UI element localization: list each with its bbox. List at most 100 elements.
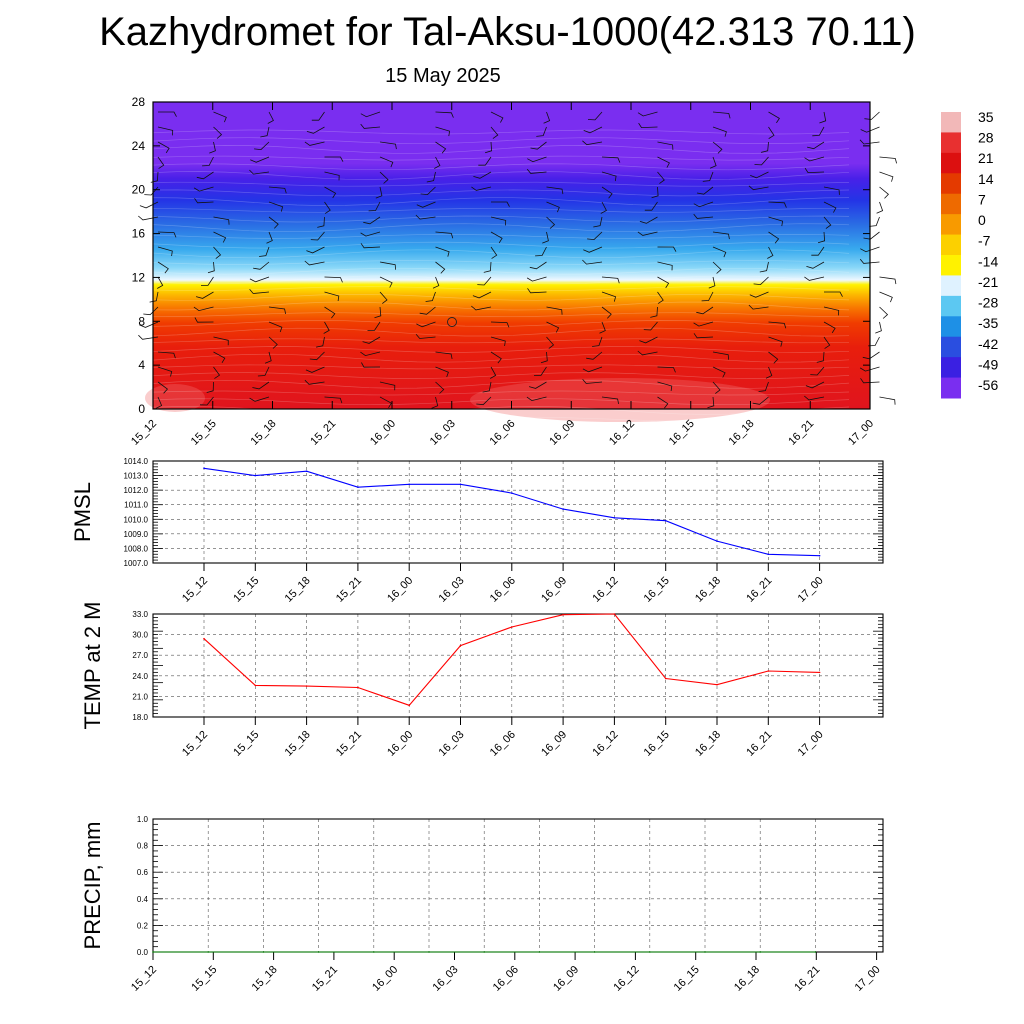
x-tick-label: 16_18 [727, 418, 757, 448]
wind-barb [657, 396, 669, 409]
wind-barb [824, 291, 843, 297]
wind-barb [582, 366, 603, 373]
colorbar-label: -35 [978, 315, 998, 331]
contour-line [152, 301, 850, 311]
data-point [317, 951, 320, 953]
wind-barb [859, 258, 880, 264]
wind-barb [768, 201, 787, 208]
wind-barb [637, 350, 658, 356]
wind-barb [712, 141, 723, 154]
contour-line [152, 197, 850, 206]
y-tick-label: 1007.0 [124, 559, 149, 568]
data-point [664, 677, 667, 680]
wind-barb [810, 366, 825, 376]
wind-barb [157, 381, 168, 394]
wind-barb [583, 246, 603, 253]
wind-barb [157, 366, 173, 377]
x-tick-label: 16_00 [385, 729, 415, 759]
wind-barb [530, 141, 547, 150]
data-point [305, 685, 308, 687]
wind-barb [304, 260, 325, 266]
temperature-cross-section-panel: 0 4 8 12 16 20 24 28 15_12 15_15 15_18 15_21 16_00 16… [129, 95, 897, 448]
wind-barb [750, 171, 769, 179]
wind-barb [768, 351, 779, 364]
contour-line [152, 293, 850, 301]
wind-barb [360, 111, 381, 118]
data-point [254, 474, 257, 477]
wind-barb [324, 156, 344, 162]
contour-line [152, 312, 850, 318]
plot-frame [152, 460, 884, 564]
wind-barb [316, 336, 325, 348]
wind-barb [157, 156, 165, 169]
contour-line [152, 398, 850, 406]
colorbar-swatch [941, 336, 961, 358]
wind-barb [650, 306, 658, 318]
wind-barb [317, 216, 325, 228]
wind-barb [535, 246, 547, 257]
wind-barb [804, 156, 825, 162]
wind-barb [817, 231, 826, 244]
data-point [593, 951, 596, 953]
wind-barb [435, 111, 454, 118]
wind-barb [657, 366, 676, 373]
wind-barb [213, 246, 222, 259]
contour-line [152, 145, 850, 154]
x-tick-label: 16_09 [547, 418, 577, 448]
wind-barb [582, 379, 603, 384]
wind-barb [536, 126, 547, 137]
x-tick-label: 15_18 [283, 729, 313, 759]
wind-barb [601, 396, 619, 404]
colorbar-swatch [941, 316, 961, 338]
wind-barb [309, 351, 325, 361]
temp2m-panel: 33.0 30.0 27.0 24.0 21.0 18.0 15_12 15_15 15_18 1… [80, 602, 884, 759]
wind-barb [196, 171, 214, 180]
x-tick-label: 16_15 [642, 575, 672, 605]
colorbar-label: -21 [978, 274, 998, 290]
wind-barb [707, 396, 715, 409]
data-point [483, 951, 486, 953]
wind-barb [268, 186, 287, 194]
wind-barb [435, 261, 446, 274]
y-tick-label: 27.0 [132, 651, 148, 660]
x-tick-label: 16_00 [370, 964, 400, 994]
x-tick-label: 16_15 [672, 964, 702, 994]
wind-barb [702, 171, 714, 182]
wind-barb [804, 167, 825, 174]
wind-barb [760, 141, 769, 153]
y-tick-label: 1014.0 [124, 457, 149, 466]
wind-barb [879, 186, 889, 199]
wind-barb [434, 156, 441, 169]
contour-line [152, 155, 850, 161]
x-tick-label: 15_18 [250, 964, 280, 994]
y-tick-label: 21.0 [132, 692, 148, 701]
x-tick-label: 16_21 [744, 729, 774, 759]
y-tick-label: 20 [132, 183, 146, 197]
wind-barb [379, 156, 394, 168]
wind-barb [693, 213, 714, 219]
x-tick-label: 16_12 [607, 418, 637, 448]
wind-barb [490, 216, 507, 226]
wind-barb [362, 336, 381, 344]
wind-barb [546, 216, 556, 229]
wind-barb [471, 305, 492, 311]
wind-barb [193, 306, 214, 312]
contour-line [152, 207, 850, 213]
wind-barb [252, 381, 270, 390]
wind-barb [426, 171, 436, 183]
data-point [613, 613, 616, 615]
y-tick-label: 0.6 [137, 868, 149, 877]
wind-barb [435, 351, 453, 359]
colorbar-label: 7 [978, 191, 986, 207]
wind-barb [368, 201, 381, 212]
data-point [716, 540, 718, 542]
wind-barb [812, 126, 825, 137]
y-axis-label: PRECIP, mm [80, 822, 105, 950]
wind-barb [268, 321, 283, 333]
wind-barb [657, 156, 670, 168]
wind-barb [306, 246, 325, 254]
wind-barb [712, 231, 730, 240]
wind-barb [768, 336, 783, 347]
wind-barb [207, 261, 215, 274]
colorbar-swatch [941, 377, 961, 399]
